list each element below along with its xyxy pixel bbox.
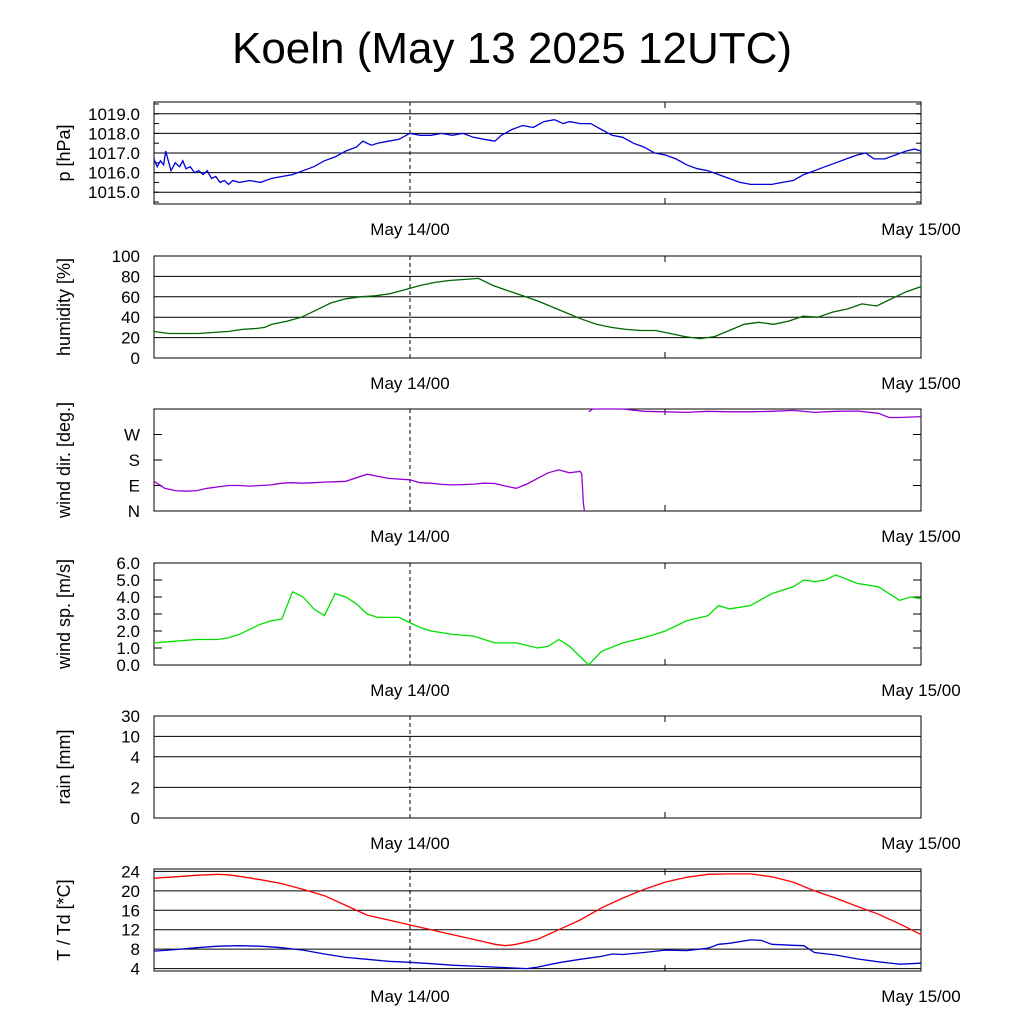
panel-3-y-tick-label: N [128,502,140,521]
panel-3-frame [153,408,922,512]
panel-2-y-tick-label: 40 [121,308,140,327]
panel-6-y-tick-label: 4 [131,960,140,979]
panel-5-frame [153,715,922,819]
panel-2-y-axis-title: humidity [%] [54,258,74,356]
panel-2-y-tick-label: 60 [121,288,140,307]
panel-2-y-tick-label: 20 [121,329,140,348]
panel-2-frame [153,255,922,359]
panel-4-y-tick-label: 3.0 [116,605,140,624]
panel-4-x-tick-label: May 14/00 [370,681,449,700]
panel-3-series-wind_dir [153,408,922,512]
panel-1-y-tick-label: 1015.0 [88,183,140,202]
panel-3-y-tick-label: E [129,477,140,496]
panel-2-y-tick-label: 0 [131,349,140,368]
panel-5-y-tick-label: 30 [121,707,140,726]
panel-1-y-tick-label: 1017.0 [88,144,140,163]
panel-1-x-tick-label: May 15/00 [881,220,960,239]
panel-4-y-tick-label: 4.0 [116,588,140,607]
panel-3-x-tick-label: May 14/00 [370,527,449,546]
panel-5-y-axis-title: rain [mm] [54,729,74,804]
panel-6-y-tick-label: 16 [121,901,140,920]
panel-4-y-tick-label: 6.0 [116,554,140,573]
panel-5-y-tick-label: 10 [121,727,140,746]
panel-2-x-tick-label: May 15/00 [881,374,960,393]
panel-5-y-tick-label: 4 [131,748,140,767]
panel-4-y-axis-title: wind sp. [m/s] [54,559,74,670]
panel-1-y-tick-label: 1019.0 [88,105,140,124]
panel-6-series-temperature [153,873,922,947]
panel-4-x-tick-label: May 15/00 [881,681,960,700]
panel-1-series-pressure [153,119,922,186]
panel-2-x-tick-label: May 14/00 [370,374,449,393]
panel-3-y-tick-label: W [124,426,140,445]
panel-5-y-tick-label: 0 [131,809,140,828]
panel-1-y-axis-title: p [hPa] [54,124,74,181]
panel-3-y-tick-label: S [129,451,140,470]
panel-6-y-axis-title: T / Td [*C] [54,879,74,960]
panel-6-y-tick-label: 24 [121,862,140,881]
panel-6-x-tick-label: May 14/00 [370,987,449,1006]
panel-1-x-tick-label: May 14/00 [370,220,449,239]
panel-6-frame [153,868,922,972]
panel-4-frame [153,562,922,666]
panel-3-x-tick-label: May 15/00 [881,527,960,546]
panel-2-y-tick-label: 100 [112,247,140,266]
panel-6-y-tick-label: 8 [131,940,140,959]
panel-1-y-tick-label: 1018.0 [88,124,140,143]
panel-4-y-tick-label: 0.0 [116,656,140,675]
chart-title: Koeln (May 13 2025 12UTC) [231,24,793,73]
panel-4-y-tick-label: 1.0 [116,639,140,658]
panel-6-y-tick-label: 20 [121,882,140,901]
panel-3-y-axis-title: wind dir. [deg.] [54,402,74,519]
panel-2-series-humidity [153,277,922,340]
panel-4-series-wind_speed [153,574,922,666]
panel-5-x-tick-label: May 15/00 [881,834,960,853]
panel-6-x-tick-label: May 15/00 [881,987,960,1006]
panel-4-y-tick-label: 5.0 [116,571,140,590]
panel-6-y-tick-label: 12 [121,921,140,940]
panel-5-x-tick-label: May 14/00 [370,834,449,853]
panel-2-y-tick-label: 80 [121,267,140,286]
panel-4-y-tick-label: 2.0 [116,622,140,641]
panel-1-y-tick-label: 1016.0 [88,164,140,183]
panel-6-series-dewpoint [153,939,922,970]
panel-5-y-tick-label: 2 [131,778,140,797]
